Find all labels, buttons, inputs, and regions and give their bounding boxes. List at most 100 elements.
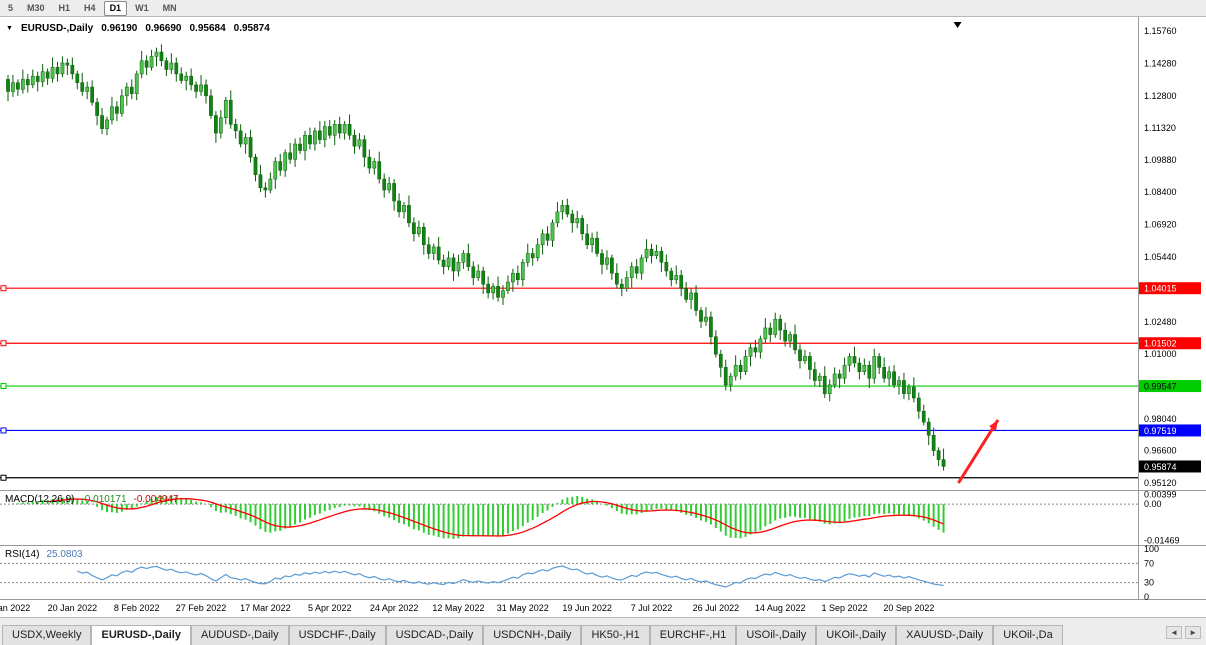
chart-canvas[interactable]: 1.15760 1.14280 1.12800 1.11320 1.09880 1.084… — [0, 17, 1206, 617]
candle-body — [649, 248, 654, 256]
date-label: 20 Jan 2022 — [48, 603, 98, 613]
candle-body — [446, 257, 451, 267]
trend-arrow[interactable] — [957, 419, 1000, 484]
tab-hk50-h1[interactable]: HK50-,H1 — [581, 625, 650, 645]
tab-xauusd-daily[interactable]: XAUUSD-,Daily — [896, 625, 994, 645]
candle-body — [412, 222, 416, 235]
tab-usoil-daily[interactable]: USOil-,Daily — [736, 625, 817, 645]
macd-axis-label: 0.00399 — [1144, 489, 1177, 499]
candle-body — [50, 67, 55, 79]
timeframe-button-M30[interactable]: M30 — [27, 2, 45, 13]
candle-body — [758, 338, 763, 353]
tab-eurusd-daily[interactable]: EURUSD-,Daily — [91, 625, 191, 645]
price-level-label-text: 0.99547 — [1144, 382, 1177, 392]
candle-body — [892, 371, 896, 386]
tab-usdcad-daily[interactable]: USDCAD-,Daily — [385, 625, 484, 645]
price-level-label-text: 1.04015 — [1144, 284, 1177, 294]
candle-body — [288, 152, 292, 160]
level-handle[interactable] — [0, 474, 7, 481]
ohlc-low: 0.95684 — [189, 23, 226, 34]
symbol-expander-icon[interactable]: ▼ — [6, 25, 13, 32]
candle-body — [808, 356, 812, 370]
candle-body — [120, 95, 124, 114]
macd-signal-line — [47, 498, 944, 537]
level-handle[interactable] — [0, 383, 7, 390]
candle-body — [644, 248, 649, 259]
candle-body — [709, 316, 713, 337]
candle-body — [11, 82, 15, 92]
candle-body — [511, 272, 515, 283]
tab-usdchf-daily[interactable]: USDCHF-,Daily — [288, 625, 386, 645]
candle-body — [426, 244, 431, 254]
candle-body — [243, 137, 248, 145]
tabs-scroll-right-icon[interactable]: ► — [1185, 626, 1201, 639]
timeframe-button-D1[interactable]: D1 — [103, 0, 128, 16]
candle-body — [832, 373, 837, 386]
price-level-label-text: 0.97519 — [1144, 426, 1177, 436]
candle-body — [308, 135, 312, 145]
candle-body — [90, 86, 95, 103]
candle-body — [540, 233, 545, 245]
candle-body — [605, 257, 609, 265]
trend-arrow-head — [989, 419, 998, 431]
candle-body — [659, 251, 664, 263]
tab-usdx-weekly[interactable]: USDX,Weekly — [2, 625, 92, 645]
date-label: 20 Sep 2022 — [883, 603, 934, 613]
symbol-title: EURUSD-,Daily — [20, 23, 94, 34]
tab-audusd-daily[interactable]: AUDUSD-,Daily — [190, 625, 289, 645]
candle-body — [867, 364, 872, 379]
tab-eurchf-h1[interactable]: EURCHF-,H1 — [649, 625, 737, 645]
tab-ukoil-daily[interactable]: UKOil-,Daily — [816, 625, 897, 645]
date-label: 12 May 2022 — [432, 603, 484, 613]
candle-body — [595, 237, 599, 254]
timeframe-button-W1[interactable]: W1 — [135, 2, 149, 13]
level-handle[interactable] — [0, 340, 7, 347]
candle-body — [783, 329, 787, 342]
price-level-label — [1139, 460, 1201, 473]
date-label: 27 Feb 2022 — [176, 603, 227, 613]
candle-body — [318, 130, 322, 140]
tab-ukoil-da[interactable]: UKOil-,Da — [993, 625, 1063, 645]
candle-body — [793, 334, 797, 351]
candle-body — [803, 356, 807, 362]
candle-body — [714, 336, 718, 355]
candle-body — [728, 375, 733, 386]
timeframe-button-5[interactable]: 5 — [8, 2, 14, 13]
candle-body — [367, 156, 372, 169]
candle-body — [466, 253, 471, 267]
candle-body — [847, 356, 852, 366]
candle-body — [159, 51, 164, 62]
level-handle[interactable] — [0, 285, 7, 292]
chart-shift-marker[interactable] — [953, 22, 962, 28]
tabs-scroll-left-icon[interactable]: ◄ — [1166, 626, 1183, 639]
timeframe-button-H4[interactable]: H4 — [84, 2, 96, 13]
tab-usdcnh-daily[interactable]: USDCNH-,Daily — [483, 625, 582, 645]
candle-body — [258, 174, 263, 189]
level-handle[interactable] — [0, 427, 7, 434]
candle-body — [689, 292, 693, 300]
candle-body — [664, 262, 669, 272]
macd-label: MACD(12,26,9) — [5, 494, 75, 505]
candle-body — [590, 237, 594, 245]
timeframe-button-MN[interactable]: MN — [162, 2, 177, 13]
candle-body — [263, 187, 268, 191]
candle-body — [634, 266, 639, 274]
candle-body — [535, 244, 540, 259]
candle-body — [822, 375, 827, 394]
candle-body — [352, 135, 357, 147]
chart-area[interactable]: 1.15760 1.14280 1.12800 1.11320 1.09880 1.084… — [0, 17, 1206, 617]
candle-body — [362, 139, 367, 158]
candle-body — [639, 257, 644, 274]
ohlc-open: 0.96190 — [101, 23, 138, 34]
candle-body — [679, 275, 684, 289]
price-tick-label: 1.08400 — [1144, 187, 1177, 197]
chart-symbol-header: ▼ EURUSD-,Daily 0.96190 0.96690 0.95684 … — [6, 23, 270, 34]
candle-body — [70, 64, 75, 75]
candle-body — [327, 126, 332, 136]
candle-body — [347, 124, 352, 136]
candle-body — [100, 115, 104, 129]
candle-body — [733, 364, 738, 377]
candle-body — [30, 75, 35, 86]
candle-body — [555, 211, 560, 224]
timeframe-button-H1[interactable]: H1 — [58, 2, 71, 13]
